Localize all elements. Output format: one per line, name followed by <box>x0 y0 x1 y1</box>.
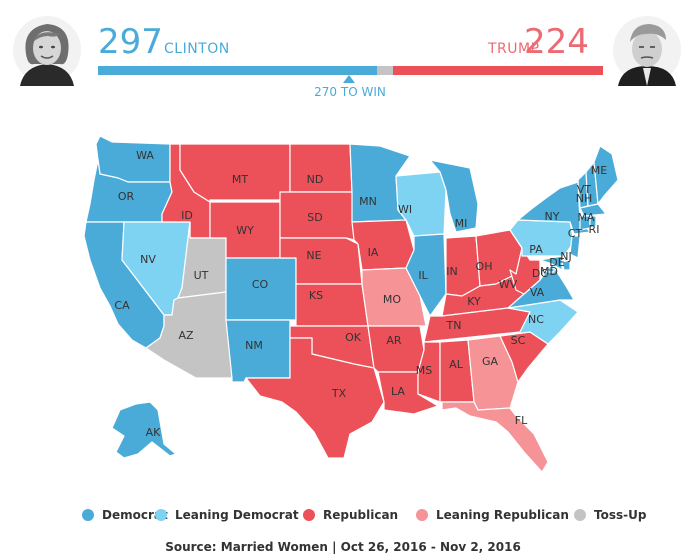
state-label-vt: VT <box>577 183 592 196</box>
win-threshold-marker-icon <box>343 75 355 83</box>
state-label-wv: WV <box>499 278 518 291</box>
state-label-ne: NE <box>306 249 321 262</box>
legend-label: Leaning Democrat <box>175 508 299 522</box>
legend-dot-icon <box>82 509 94 521</box>
state-nc <box>499 299 579 345</box>
state-label-mn: MN <box>359 195 377 208</box>
state-label-sc: SC <box>511 334 526 347</box>
state-label-il: IL <box>418 269 428 282</box>
state-label-de: DE <box>549 256 564 269</box>
state-md <box>539 255 563 271</box>
state-label-nm: NM <box>245 339 263 352</box>
state-label-mt: MT <box>232 173 248 186</box>
results-header: 297 CLINTON TRUMP 224 270 TO WIN <box>0 0 686 110</box>
state-va <box>507 263 575 309</box>
state-label-ca: CA <box>114 299 130 312</box>
state-label-oh: OH <box>476 260 493 273</box>
state-label-ma: MA <box>577 211 594 224</box>
progress-democrat-segment <box>98 66 377 75</box>
progress-republican-segment <box>392 66 603 75</box>
state-ri <box>589 215 597 229</box>
legend-label: Democrat <box>102 508 168 522</box>
state-label-nh: NH <box>576 192 593 205</box>
state-label-wy: WY <box>236 224 254 237</box>
electoral-progress-bar <box>98 66 603 75</box>
legend-label: Toss-Up <box>594 508 647 522</box>
republican-electoral-count: 224 <box>524 22 589 62</box>
legend-label: Leaning Republican <box>436 508 569 522</box>
state-sd <box>279 191 355 241</box>
state-label-mi: MI <box>455 217 468 230</box>
state-label-tn: TN <box>446 319 462 332</box>
state-label-md: MD <box>540 265 558 278</box>
state-tx <box>245 337 385 459</box>
democrat-electoral-count: 297 <box>98 22 163 62</box>
state-label-va: VA <box>530 286 545 299</box>
state-de <box>561 259 571 271</box>
republican-candidate-name: TRUMP <box>488 41 540 57</box>
trump-portrait-icon <box>613 16 681 86</box>
state-label-fl: FL <box>515 414 528 427</box>
state-label-wi: WI <box>398 203 412 216</box>
clinton-portrait-icon <box>13 16 81 86</box>
legend-dot-icon <box>574 509 586 521</box>
state-label-me: ME <box>591 164 607 177</box>
state-label-co: CO <box>252 278 269 291</box>
state-label-ar: AR <box>386 334 402 347</box>
legend-dot-icon <box>416 509 428 521</box>
legend-dot-icon <box>303 509 315 521</box>
state-label-ks: KS <box>309 289 323 302</box>
state-ks <box>295 283 369 327</box>
state-label-nd: ND <box>307 173 324 186</box>
state-nj <box>569 235 581 259</box>
state-label-wa: WA <box>136 149 154 162</box>
state-label-id: ID <box>181 209 193 222</box>
win-threshold-label: 270 TO WIN <box>314 85 386 99</box>
state-fl <box>441 401 549 473</box>
state-label-az: AZ <box>178 329 194 342</box>
state-ma <box>579 203 607 217</box>
state-dc <box>547 267 555 273</box>
state-label-la: LA <box>391 385 405 398</box>
state-label-ky: KY <box>467 295 481 308</box>
state-mi <box>429 159 479 233</box>
state-label-in: IN <box>446 265 457 278</box>
state-label-dc: DC <box>532 267 548 280</box>
legend-label: Republican <box>323 508 399 522</box>
state-label-nj: NJ <box>560 250 571 263</box>
state-label-ny: NY <box>545 210 560 223</box>
state-ak <box>111 401 177 459</box>
state-label-sd: SD <box>307 211 322 224</box>
progress-tossup-segment <box>376 66 393 75</box>
map-legend: Democrat Leaning Democrat Republican Lea… <box>0 505 686 525</box>
state-label-nc: NC <box>528 313 544 326</box>
us-map-svg: WA OR CA NV ID UT AZ MT WY CO NM ND SD NE KS OK TX MN IA MO… <box>83 135 619 473</box>
state-label-al: AL <box>449 358 464 371</box>
state-il <box>405 233 447 317</box>
state-label-or: OR <box>118 190 135 203</box>
state-label-ia: IA <box>368 246 379 259</box>
state-label-ok: OK <box>345 331 362 344</box>
us-electoral-map: WA OR CA NV ID UT AZ MT WY CO NM ND SD NE KS OK TX MN IA MO… <box>0 110 686 495</box>
source-note: Source: Married Women | Oct 26, 2016 - N… <box>165 540 521 554</box>
democrat-candidate-name: CLINTON <box>164 41 230 57</box>
legend-dot-icon <box>155 509 167 521</box>
state-label-ri: RI <box>589 223 600 236</box>
state-label-ct: CT <box>568 227 583 240</box>
state-label-ut: UT <box>194 269 209 282</box>
state-label-nv: NV <box>140 253 156 266</box>
state-label-mo: MO <box>383 293 401 306</box>
state-label-ms: MS <box>416 364 432 377</box>
state-label-ak: AK <box>146 426 162 439</box>
state-label-tx: TX <box>331 387 347 400</box>
state-label-pa: PA <box>529 243 543 256</box>
state-label-ga: GA <box>482 355 499 368</box>
state-ia <box>351 219 415 271</box>
